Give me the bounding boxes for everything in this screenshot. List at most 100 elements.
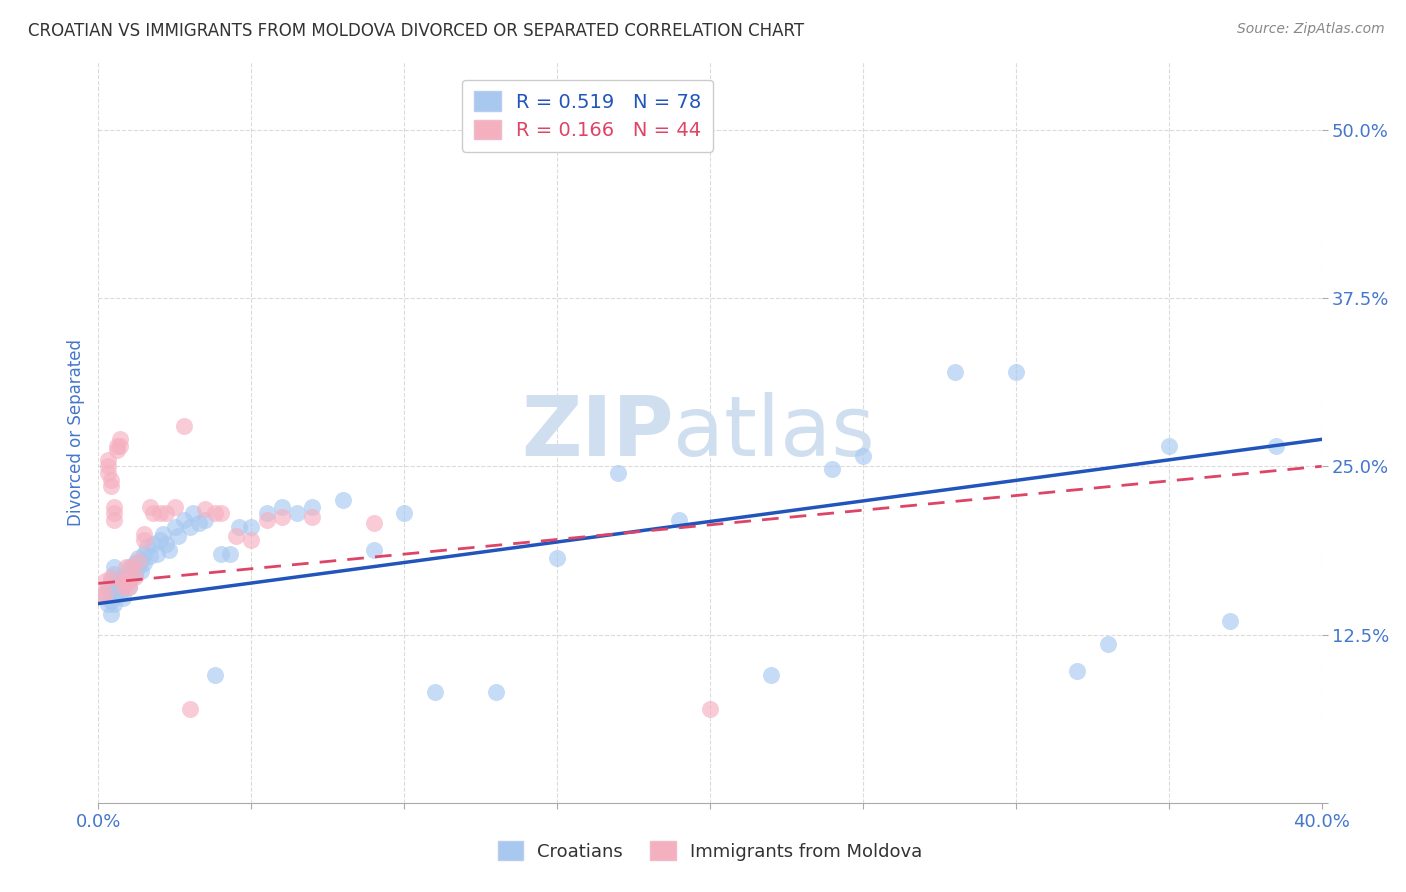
Point — [134, 526, 156, 541]
Point — [124, 556, 146, 570]
Point — [90, 587, 112, 601]
Legend: Croatians, Immigrants from Moldova: Croatians, Immigrants from Moldova — [491, 834, 929, 868]
Point — [115, 566, 138, 581]
Point — [821, 462, 844, 476]
Point — [1264, 439, 1286, 453]
Point — [152, 526, 174, 541]
Point — [105, 576, 128, 591]
Point — [256, 513, 278, 527]
Point — [93, 574, 115, 588]
Point — [103, 500, 125, 514]
Point — [209, 507, 232, 521]
Point — [105, 587, 128, 601]
Point — [546, 550, 568, 565]
Point — [173, 513, 195, 527]
Point — [115, 560, 138, 574]
Point — [157, 542, 180, 557]
Point — [1097, 637, 1119, 651]
Point — [108, 439, 131, 453]
Point — [204, 507, 226, 521]
Point — [129, 553, 152, 567]
Point — [124, 566, 146, 581]
Point — [100, 594, 122, 608]
Point — [485, 685, 508, 699]
Point — [228, 520, 250, 534]
Point — [108, 433, 131, 447]
Point — [111, 574, 134, 588]
Point — [179, 520, 201, 534]
Point — [124, 569, 146, 583]
Point — [145, 547, 167, 561]
Point — [301, 500, 323, 514]
Point — [136, 540, 159, 554]
Point — [270, 500, 292, 514]
Point — [173, 418, 195, 433]
Point — [121, 560, 143, 574]
Point — [134, 547, 156, 561]
Point — [121, 560, 143, 574]
Point — [118, 581, 141, 595]
Point — [167, 529, 190, 543]
Point — [668, 513, 690, 527]
Point — [111, 569, 134, 583]
Point — [149, 533, 172, 548]
Point — [103, 513, 125, 527]
Point — [100, 607, 122, 622]
Text: atlas: atlas — [673, 392, 875, 473]
Point — [108, 587, 131, 601]
Point — [108, 574, 131, 588]
Point — [115, 576, 138, 591]
Point — [103, 587, 125, 601]
Point — [240, 520, 263, 534]
Point — [256, 507, 278, 521]
Point — [142, 537, 165, 551]
Point — [139, 500, 162, 514]
Text: ZIP: ZIP — [520, 392, 673, 473]
Point — [105, 439, 128, 453]
Point — [103, 578, 125, 592]
Point — [103, 560, 125, 574]
Point — [100, 569, 122, 583]
Point — [127, 560, 149, 574]
Point — [179, 701, 201, 715]
Point — [852, 449, 875, 463]
Point — [699, 701, 721, 715]
Point — [163, 520, 186, 534]
Point — [97, 581, 120, 595]
Point — [111, 581, 134, 595]
Point — [1004, 365, 1026, 379]
Point — [181, 507, 204, 521]
Point — [943, 365, 966, 379]
Point — [127, 550, 149, 565]
Text: CROATIAN VS IMMIGRANTS FROM MOLDOVA DIVORCED OR SEPARATED CORRELATION CHART: CROATIAN VS IMMIGRANTS FROM MOLDOVA DIVO… — [28, 22, 804, 40]
Point — [97, 597, 120, 611]
Point — [194, 513, 217, 527]
Point — [204, 668, 226, 682]
Point — [103, 566, 125, 581]
Point — [100, 479, 122, 493]
Point — [97, 452, 120, 467]
Point — [105, 443, 128, 458]
Point — [149, 507, 172, 521]
Point — [139, 549, 162, 564]
Point — [1157, 439, 1180, 453]
Point — [100, 473, 122, 487]
Point — [209, 547, 232, 561]
Point — [103, 507, 125, 521]
Point — [97, 459, 120, 474]
Point — [240, 533, 263, 548]
Point — [332, 492, 354, 507]
Point — [129, 564, 152, 578]
Point — [118, 560, 141, 574]
Point — [188, 516, 211, 530]
Point — [134, 556, 156, 570]
Point — [219, 547, 242, 561]
Point — [118, 581, 141, 595]
Y-axis label: Divorced or Separated: Divorced or Separated — [66, 339, 84, 526]
Point — [134, 533, 156, 548]
Point — [93, 587, 115, 601]
Point — [155, 507, 177, 521]
Point — [363, 516, 385, 530]
Point — [301, 510, 323, 524]
Point — [163, 500, 186, 514]
